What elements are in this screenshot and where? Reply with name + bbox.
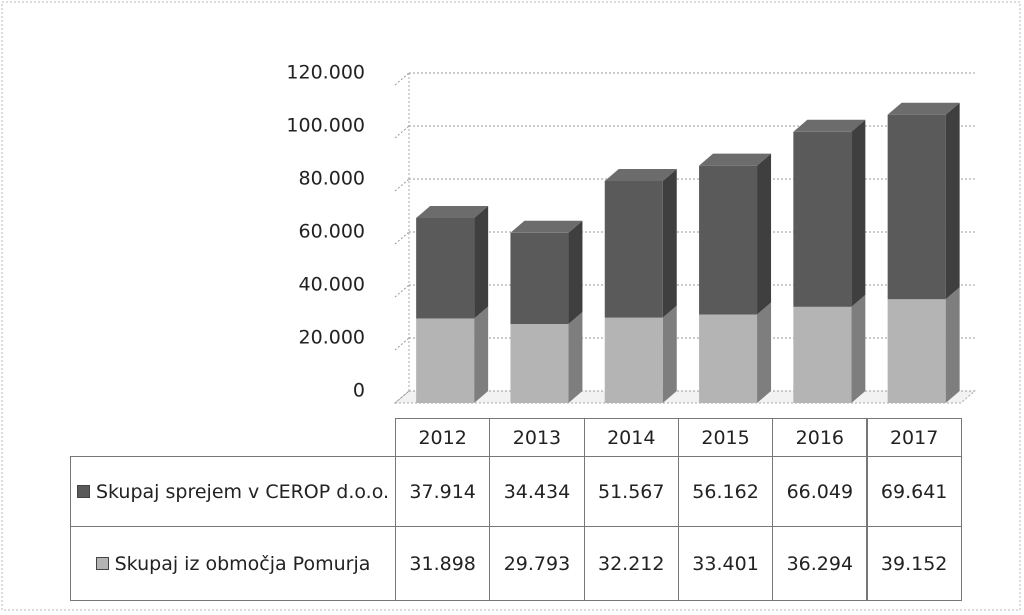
bar	[604, 317, 663, 403]
bar	[793, 306, 852, 403]
bar-side	[851, 119, 866, 307]
y-tick-label: 40.000	[299, 274, 365, 296]
legend-entry: Skupaj sprejem v CEROP d.o.o.	[76, 480, 390, 504]
bar-side	[757, 302, 772, 403]
grid-line-side	[394, 125, 410, 139]
bar-top	[699, 153, 772, 166]
legend-key	[95, 556, 109, 570]
table-value-cell: 51.567	[583, 456, 679, 527]
bar-top	[416, 205, 489, 218]
table-value-cell: 39.152	[866, 526, 962, 601]
bar-side	[474, 306, 489, 403]
bar	[699, 314, 758, 403]
table-value-cell: 32.212	[583, 526, 679, 601]
table-value-cell: 36.294	[772, 526, 868, 601]
y-tick-label: 100.000	[286, 115, 365, 137]
bar-top	[887, 102, 960, 115]
table-header-cell: 2014	[583, 418, 679, 457]
bar-top	[604, 168, 677, 181]
table-header-cell: 2016	[772, 418, 868, 457]
table-value-cell: 34.434	[489, 456, 585, 527]
table-value-cell: 56.162	[677, 456, 774, 527]
table-value-cell: 37.914	[395, 456, 491, 527]
grid-line-side	[394, 72, 410, 86]
bar	[699, 165, 758, 315]
legend-key	[76, 484, 90, 498]
bar	[887, 299, 946, 403]
table-value-cell: 66.049	[772, 456, 868, 527]
bar	[510, 324, 569, 403]
table-value-cell: 31.898	[395, 526, 491, 601]
bar-side	[757, 153, 772, 315]
bar-side	[851, 294, 866, 403]
bar-side	[945, 287, 960, 403]
bar-side	[568, 220, 583, 325]
bar	[416, 217, 475, 319]
legend-label: Skupaj sprejem v CEROP d.o.o.	[95, 480, 390, 503]
y-tick-label: 60.000	[299, 221, 365, 243]
bar-top	[510, 220, 583, 233]
grid-line-side	[394, 178, 410, 192]
table-header-cell: 2015	[677, 418, 774, 457]
bar	[793, 131, 852, 307]
legend-cell: Skupaj iz območja Pomurja	[70, 526, 396, 601]
bar-side	[568, 312, 583, 403]
legend-label: Skupaj iz območja Pomurja	[114, 552, 371, 575]
y-tick-label: 120.000	[286, 62, 365, 84]
legend-cell: Skupaj sprejem v CEROP d.o.o.	[70, 456, 396, 527]
y-tick-label: 0	[353, 380, 365, 402]
bar-side	[945, 102, 960, 300]
bar	[887, 114, 946, 300]
table-value-cell: 33.401	[677, 526, 774, 601]
grid-line-side	[394, 231, 410, 245]
bar-top	[793, 119, 866, 132]
y-tick-label: 20.000	[299, 327, 365, 349]
bar-side	[662, 305, 677, 403]
grid-line-side	[394, 337, 410, 351]
table-value-cell: 69.641	[866, 456, 962, 527]
bar	[510, 232, 569, 325]
table-header-cell: 2017	[866, 418, 962, 457]
grid-line-side	[394, 284, 410, 298]
table-header-cell: 2013	[489, 418, 585, 457]
legend-entry: Skupaj iz območja Pomurja	[95, 552, 371, 576]
bar	[604, 180, 663, 318]
bar	[416, 318, 475, 403]
grid-line-side	[394, 390, 410, 404]
y-tick-label: 80.000	[299, 168, 365, 190]
bar-side	[474, 205, 489, 319]
table-value-cell: 29.793	[489, 526, 585, 601]
table-header-cell: 2012	[395, 418, 491, 457]
bar-side	[662, 168, 677, 318]
